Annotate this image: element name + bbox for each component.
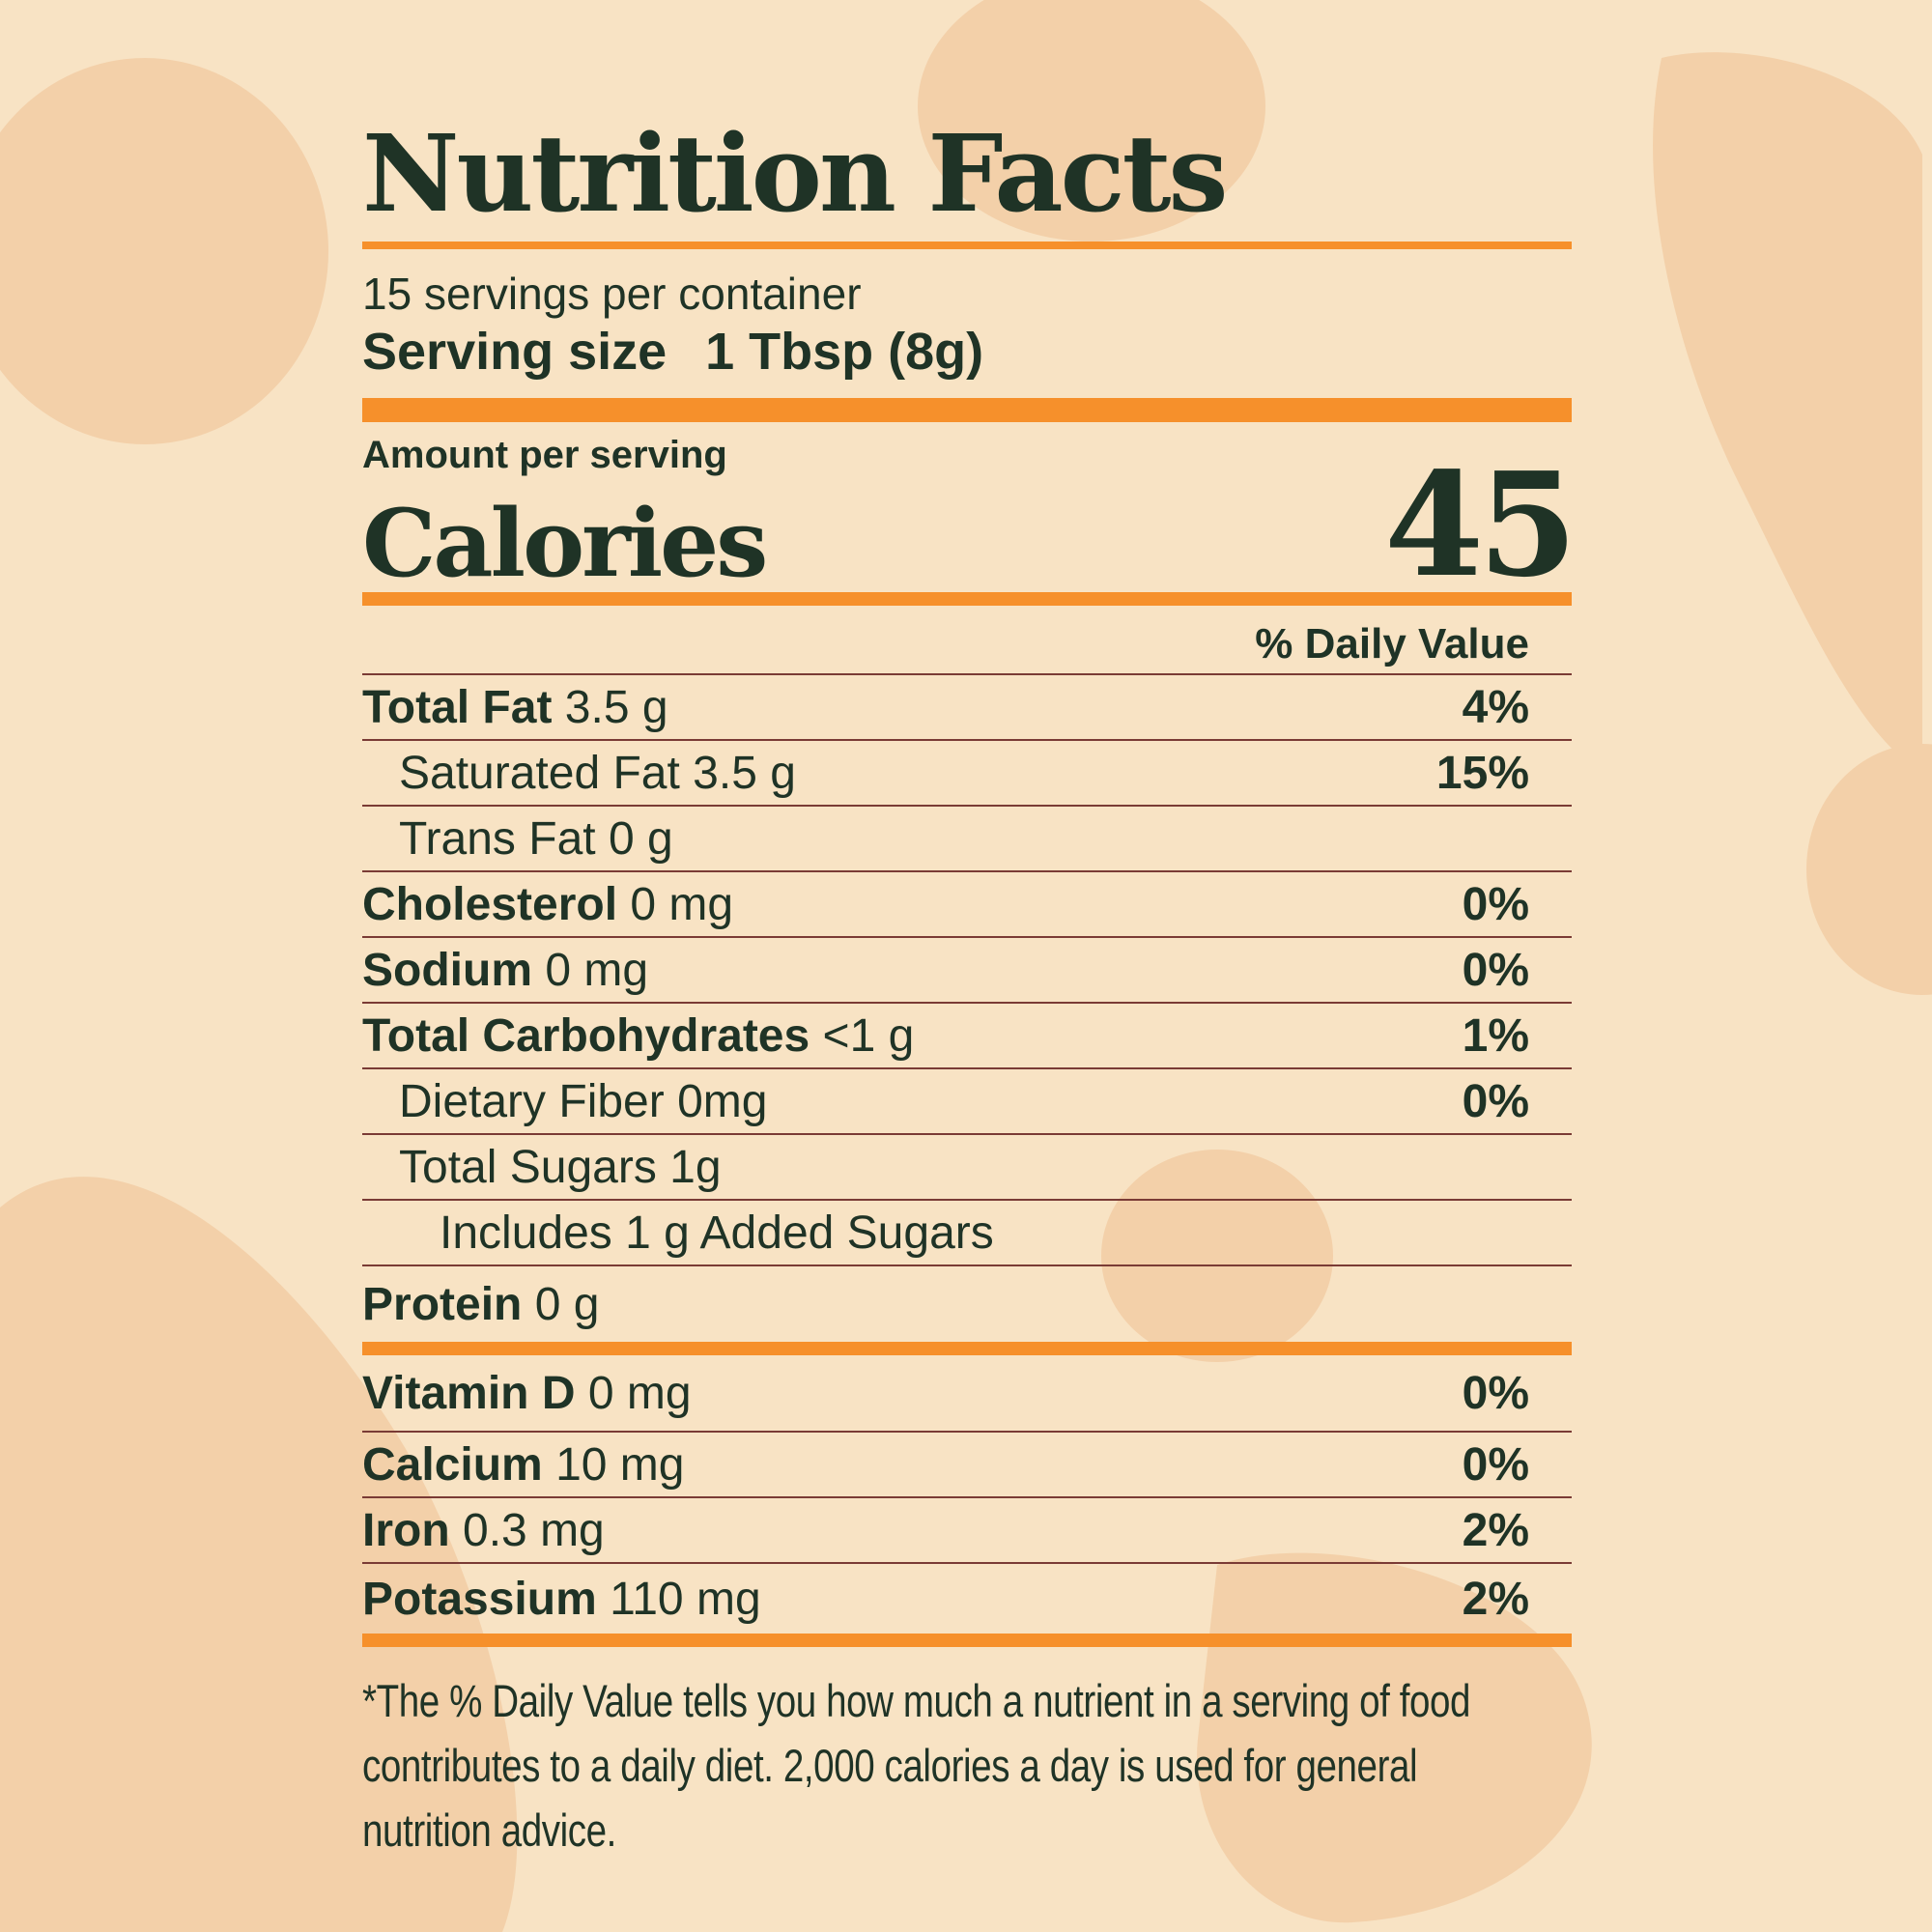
vitamin-dv: 2% xyxy=(1462,1573,1529,1625)
nutrient-name: Sodium xyxy=(362,944,532,996)
divider-bar-vitamins xyxy=(362,1342,1572,1355)
nutrient-row-total-fat: Total Fat 3.5 g 4% xyxy=(362,675,1572,741)
decor-coconut-shape xyxy=(0,58,328,444)
nutrient-dv: 4% xyxy=(1462,681,1529,733)
nutrient-row-sodium: Sodium 0 mg 0% xyxy=(362,938,1572,1004)
nutrient-name: Cholesterol xyxy=(362,878,618,930)
vitamin-name: Vitamin D xyxy=(362,1367,576,1419)
vitamin-dv: 0% xyxy=(1462,1367,1529,1419)
amount-per-serving: Amount per serving xyxy=(362,434,727,476)
nutrient-row-protein: Protein 0 g xyxy=(362,1266,1572,1342)
divider-bar-mid xyxy=(362,592,1572,606)
nutrient-row-total-carbohydrates: Total Carbohydrates <1 g 1% xyxy=(362,1004,1572,1069)
servings-per-container: 15 servings per container xyxy=(362,269,862,319)
nutrient-row-trans-fat: Trans Fat 0 g xyxy=(362,807,1572,872)
nutrient-amount: 0 mg xyxy=(630,878,734,930)
decor-leaf-shape xyxy=(0,1177,518,1932)
nutrient-row-dietary-fiber: Dietary Fiber 0mg 0% xyxy=(362,1069,1572,1135)
vitamin-row-vitamin-d: Vitamin D 0 mg 0% xyxy=(362,1355,1572,1433)
vitamin-row-calcium: Calcium 10 mg 0% xyxy=(362,1433,1572,1498)
label-title: Nutrition Facts xyxy=(362,111,1228,236)
footnote: *The % Daily Value tells you how much a … xyxy=(362,1675,1471,1856)
vitamin-name: Potassium xyxy=(362,1573,597,1625)
nutrient-name: Total Sugars 1g xyxy=(399,1141,722,1193)
decor-coconut-shape-right xyxy=(1806,744,1932,995)
serving-size: Serving size 1 Tbsp (8g) xyxy=(362,321,1572,383)
vitamin-row-potassium: Potassium 110 mg 2% xyxy=(362,1564,1572,1634)
decor-mushroom-shape xyxy=(918,0,1265,242)
nutrient-amount: 0 mg xyxy=(545,944,649,996)
divider-bar-thick xyxy=(362,398,1572,422)
nutrient-name: Trans Fat 0 g xyxy=(399,812,673,865)
nutrient-name: Saturated Fat 3.5 g xyxy=(399,747,796,799)
vitamin-name: Calcium xyxy=(362,1438,543,1491)
divider-bar xyxy=(362,242,1572,249)
nutrient-amount: 3.5 g xyxy=(564,681,668,733)
vitamin-amount: 110 mg xyxy=(610,1573,761,1625)
nutrient-amount: 0 g xyxy=(534,1278,600,1330)
vitamin-row-iron: Iron 0.3 mg 2% xyxy=(362,1498,1572,1564)
nutrient-row-cholesterol: Cholesterol 0 mg 0% xyxy=(362,872,1572,938)
vitamin-amount: 10 mg xyxy=(555,1438,685,1491)
nutrient-name: Total Carbohydrates xyxy=(362,1009,810,1062)
nutrient-dv: 0% xyxy=(1462,1075,1529,1127)
vitamin-dv: 0% xyxy=(1462,1438,1529,1491)
vitamin-dv: 2% xyxy=(1462,1504,1529,1556)
daily-value-header: % Daily Value xyxy=(362,606,1572,675)
nutrient-dv: 1% xyxy=(1462,1009,1529,1062)
serving-size-value: 1 Tbsp (8g) xyxy=(705,323,984,381)
calories-row: Calories 45 xyxy=(362,453,1577,598)
calories-label: Calories xyxy=(362,489,768,598)
nutrient-row-total-sugars: Total Sugars 1g xyxy=(362,1135,1572,1201)
serving-size-label: Serving size xyxy=(362,323,668,381)
nutrient-name: Includes 1 g Added Sugars xyxy=(440,1207,994,1259)
decor-root-shape xyxy=(1653,52,1922,773)
nutrient-name: Total Fat xyxy=(362,681,553,733)
vitamin-amount: 0 mg xyxy=(587,1367,692,1419)
decor-coconut-shape-center xyxy=(1101,1150,1333,1362)
nutrient-amount: <1 g xyxy=(822,1009,915,1062)
nutrient-name: Dietary Fiber 0mg xyxy=(399,1075,768,1127)
vitamin-amount: 0.3 mg xyxy=(463,1504,605,1556)
divider-bar-bottom xyxy=(362,1634,1572,1647)
nutrient-dv: 15% xyxy=(1435,747,1529,799)
nutrient-dv: 0% xyxy=(1462,944,1529,996)
vitamin-name: Iron xyxy=(362,1504,450,1556)
nutrient-name: Protein xyxy=(362,1278,523,1330)
nutrient-dv: 0% xyxy=(1462,878,1529,930)
nutrient-row-added-sugars: Includes 1 g Added Sugars xyxy=(362,1201,1572,1266)
calories-value: 45 xyxy=(1384,440,1577,609)
nutrition-label: Nutrition Facts 15 servings per containe… xyxy=(362,87,1577,1862)
nutrient-row-saturated-fat: Saturated Fat 3.5 g 15% xyxy=(362,741,1572,807)
